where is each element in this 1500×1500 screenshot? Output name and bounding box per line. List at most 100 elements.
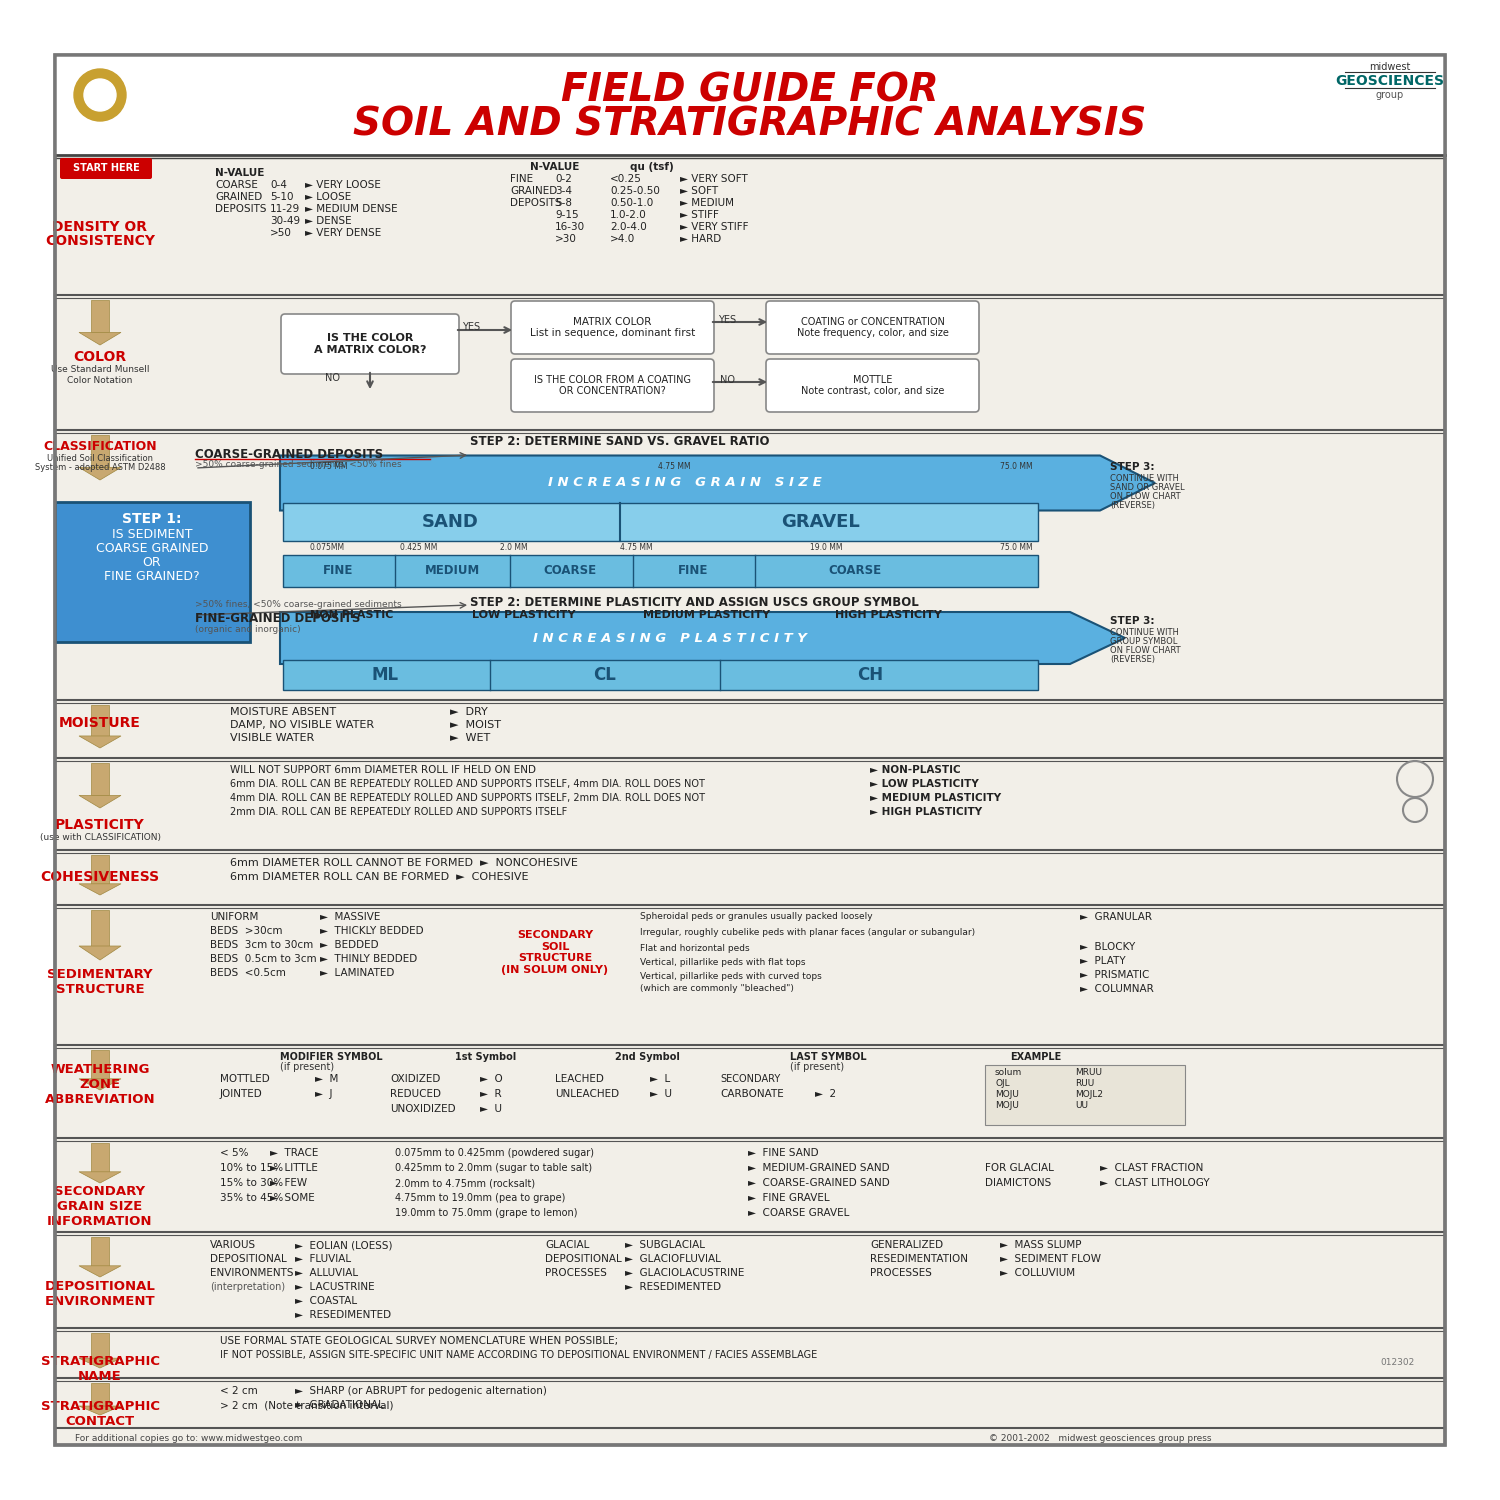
Text: STEP 1:: STEP 1: — [123, 512, 182, 526]
Text: 2.0-4.0: 2.0-4.0 — [610, 222, 646, 232]
Text: GRAVEL: GRAVEL — [780, 513, 859, 531]
Text: 1.0-2.0: 1.0-2.0 — [610, 210, 646, 220]
Polygon shape — [80, 333, 122, 345]
Text: MOISTURE: MOISTURE — [58, 716, 141, 730]
Text: JOINTED: JOINTED — [220, 1089, 262, 1100]
Text: UU: UU — [1076, 1101, 1088, 1110]
Text: MOTTLE
Note contrast, color, and size: MOTTLE Note contrast, color, and size — [801, 375, 944, 396]
Text: For additional copies go to: www.midwestgeo.com: For additional copies go to: www.midwest… — [75, 1434, 303, 1443]
Text: (if present): (if present) — [790, 1062, 844, 1072]
Text: 5-8: 5-8 — [555, 198, 572, 208]
FancyBboxPatch shape — [56, 56, 1444, 1444]
Text: GEOSCIENCES: GEOSCIENCES — [1335, 74, 1444, 88]
Text: MOISTURE ABSENT: MOISTURE ABSENT — [230, 706, 336, 717]
Text: MOJL2: MOJL2 — [1076, 1090, 1102, 1100]
Text: (organic and inorganic): (organic and inorganic) — [195, 626, 300, 634]
Bar — [56, 503, 250, 642]
Text: ►  J: ► J — [315, 1089, 333, 1100]
Bar — [92, 300, 110, 333]
Text: ►  RESEDIMENTED: ► RESEDIMENTED — [296, 1310, 392, 1320]
Text: STRATIGRAPHIC: STRATIGRAPHIC — [40, 1354, 159, 1368]
Text: ►  SOME: ► SOME — [270, 1192, 315, 1203]
Text: ►  O: ► O — [480, 1074, 502, 1084]
Text: ML: ML — [372, 666, 399, 684]
Text: MRUU: MRUU — [1076, 1068, 1102, 1077]
FancyBboxPatch shape — [60, 158, 152, 178]
Polygon shape — [80, 795, 122, 808]
Text: VISIBLE WATER: VISIBLE WATER — [230, 734, 315, 742]
Text: (which are commonly "bleached"): (which are commonly "bleached") — [640, 984, 794, 993]
Bar — [92, 1334, 110, 1358]
Text: ON FLOW CHART: ON FLOW CHART — [1110, 492, 1180, 501]
Text: COARSE: COARSE — [214, 180, 258, 190]
Text: ►  COLLUVIUM: ► COLLUVIUM — [1000, 1268, 1076, 1278]
Text: STEP 3:: STEP 3: — [1110, 462, 1155, 472]
Text: COARSE: COARSE — [543, 564, 597, 578]
Bar — [92, 855, 110, 883]
Text: 0-2: 0-2 — [555, 174, 572, 184]
Text: 6mm DIAMETER ROLL CANNOT BE FORMED  ►  NONCOHESIVE: 6mm DIAMETER ROLL CANNOT BE FORMED ► NON… — [230, 858, 578, 868]
Text: PROCESSES: PROCESSES — [870, 1268, 932, 1278]
Polygon shape — [80, 946, 122, 960]
Text: ►  CLAST LITHOLOGY: ► CLAST LITHOLOGY — [1100, 1178, 1209, 1188]
Text: ► VERY STIFF: ► VERY STIFF — [680, 222, 748, 232]
Text: 0.075mm to 0.425mm (powdered sugar): 0.075mm to 0.425mm (powdered sugar) — [394, 1148, 594, 1158]
Text: ABBREVIATION: ABBREVIATION — [45, 1094, 156, 1106]
Text: SECONDARY: SECONDARY — [720, 1074, 780, 1084]
Text: COARSE: COARSE — [828, 564, 882, 578]
Text: COARSE-GRAINED DEPOSITS: COARSE-GRAINED DEPOSITS — [195, 448, 382, 460]
Text: ► NON-PLASTIC: ► NON-PLASTIC — [870, 765, 960, 776]
Text: IS SEDIMENT: IS SEDIMENT — [111, 528, 192, 542]
Text: 30-49: 30-49 — [270, 216, 300, 226]
Text: <0.25: <0.25 — [610, 174, 642, 184]
Text: DAMP, NO VISIBLE WATER: DAMP, NO VISIBLE WATER — [230, 720, 374, 730]
Text: CLASSIFICATION: CLASSIFICATION — [44, 440, 158, 453]
Text: RESEDIMENTATION: RESEDIMENTATION — [870, 1254, 968, 1264]
Text: CONTACT: CONTACT — [66, 1414, 135, 1428]
Text: Flat and horizontal peds: Flat and horizontal peds — [640, 944, 750, 952]
Text: MOJU: MOJU — [994, 1090, 1018, 1100]
Text: ►  THICKLY BEDDED: ► THICKLY BEDDED — [320, 926, 423, 936]
FancyArrow shape — [280, 456, 1155, 510]
Text: ►  M: ► M — [315, 1074, 339, 1084]
Text: (if present): (if present) — [280, 1062, 334, 1072]
FancyBboxPatch shape — [766, 302, 980, 354]
Text: CONTINUE WITH: CONTINUE WITH — [1110, 474, 1179, 483]
Text: ► HARD: ► HARD — [680, 234, 722, 244]
Text: N-VALUE: N-VALUE — [214, 168, 264, 178]
Text: ENVIRONMENT: ENVIRONMENT — [45, 1294, 156, 1308]
Text: ►  L: ► L — [650, 1074, 670, 1084]
Text: ►  U: ► U — [480, 1104, 502, 1114]
Text: ►  RESEDIMENTED: ► RESEDIMENTED — [626, 1282, 722, 1292]
Text: MEDIUM PLASTICITY: MEDIUM PLASTICITY — [644, 610, 770, 620]
Text: MATRIX COLOR
List in sequence, dominant first: MATRIX COLOR List in sequence, dominant … — [530, 316, 694, 339]
Text: 9-15: 9-15 — [555, 210, 579, 220]
Text: ►  MEDIUM-GRAINED SAND: ► MEDIUM-GRAINED SAND — [748, 1162, 890, 1173]
Text: ►  GLACIOLACUSTRINE: ► GLACIOLACUSTRINE — [626, 1268, 744, 1278]
Polygon shape — [80, 1406, 122, 1414]
Text: 75.0 MM: 75.0 MM — [1000, 462, 1032, 471]
Text: ►  LACUSTRINE: ► LACUSTRINE — [296, 1282, 375, 1292]
Bar — [92, 1143, 110, 1172]
Text: ► VERY LOOSE: ► VERY LOOSE — [304, 180, 381, 190]
Text: ► MEDIUM: ► MEDIUM — [680, 198, 734, 208]
Text: ►  MOIST: ► MOIST — [450, 720, 501, 730]
Text: Vertical, pillarlike peds with curved tops: Vertical, pillarlike peds with curved to… — [640, 972, 822, 981]
Text: SEDIMENTARY: SEDIMENTARY — [46, 968, 153, 981]
Text: DEPOSITIONAL: DEPOSITIONAL — [45, 1280, 156, 1293]
Text: OJL: OJL — [994, 1078, 1010, 1088]
Text: ►  2: ► 2 — [815, 1089, 836, 1100]
Text: ►  WET: ► WET — [450, 734, 491, 742]
Text: ►  COASTAL: ► COASTAL — [296, 1296, 357, 1306]
Text: Vertical, pillarlike peds with flat tops: Vertical, pillarlike peds with flat tops — [640, 958, 806, 968]
Text: 0.25-0.50: 0.25-0.50 — [610, 186, 660, 196]
Text: >4.0: >4.0 — [610, 234, 636, 244]
Text: ►  CLAST FRACTION: ► CLAST FRACTION — [1100, 1162, 1203, 1173]
Text: FINE: FINE — [678, 564, 708, 578]
Text: ►  DRY: ► DRY — [450, 706, 488, 717]
FancyBboxPatch shape — [766, 358, 980, 413]
Text: ►  LAMINATED: ► LAMINATED — [320, 968, 394, 978]
Text: LOW PLASTICITY: LOW PLASTICITY — [472, 610, 576, 620]
Text: ► LOOSE: ► LOOSE — [304, 192, 351, 202]
Text: ENVIRONMENTS: ENVIRONMENTS — [210, 1268, 294, 1278]
